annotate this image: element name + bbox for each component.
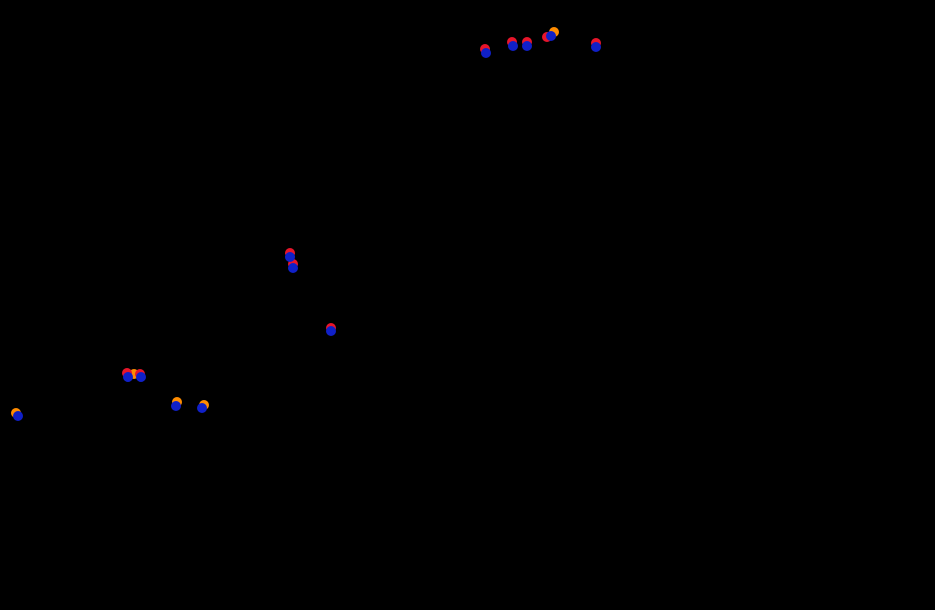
point-blue bbox=[508, 41, 518, 51]
point-blue bbox=[481, 48, 491, 58]
point-blue bbox=[288, 263, 298, 273]
point-blue bbox=[171, 401, 181, 411]
point-blue bbox=[197, 403, 207, 413]
chart-background bbox=[0, 0, 935, 610]
scatter-chart bbox=[0, 0, 935, 610]
point-blue bbox=[123, 372, 133, 382]
point-blue bbox=[546, 31, 556, 41]
point-blue bbox=[136, 372, 146, 382]
point-blue bbox=[326, 326, 336, 336]
point-blue bbox=[591, 42, 601, 52]
point-blue bbox=[522, 41, 532, 51]
point-blue bbox=[285, 252, 295, 262]
point-blue bbox=[13, 411, 23, 421]
